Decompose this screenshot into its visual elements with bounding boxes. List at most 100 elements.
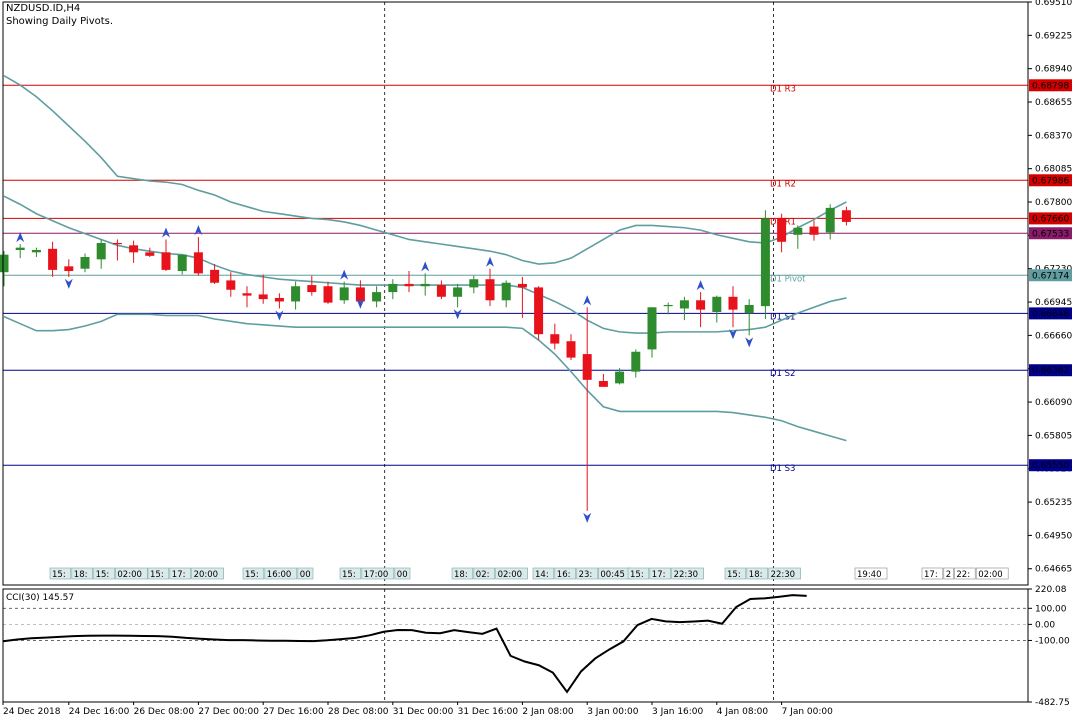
time-axis-label: 3 Jan 00:00	[587, 707, 639, 717]
time-strip-label: 18:	[749, 570, 763, 580]
fractal-up-arrow	[421, 261, 430, 272]
cci-axis-label: -482.75	[1035, 698, 1070, 708]
pivot-price-box	[1029, 269, 1072, 282]
candle-body	[679, 300, 689, 309]
candle-body	[339, 287, 349, 301]
fractal-up-arrow	[194, 225, 203, 236]
pivot-label: D1 Pivot	[770, 274, 806, 284]
time-strip-label: 15:	[245, 570, 259, 580]
candle-body	[712, 296, 722, 312]
time-axis-label: 3 Jan 16:00	[652, 707, 704, 717]
time-strip-label: 02:00	[117, 570, 141, 580]
cci-line	[2, 594, 807, 694]
price-axis-label: 0.64665	[1035, 565, 1072, 575]
candle-body	[501, 282, 511, 301]
time-strip-box	[768, 567, 801, 580]
time-strip-box	[115, 567, 148, 580]
time-strip-label: 15:	[630, 570, 644, 580]
time-axis-label: 2 Jan 08:00	[522, 707, 574, 717]
time-strip-box	[671, 567, 704, 580]
pivot-price-box	[1029, 364, 1072, 377]
candle-body	[631, 351, 641, 372]
candle-body	[372, 292, 382, 302]
price-axis-label: 0.65235	[1035, 498, 1072, 508]
time-strip-box	[649, 567, 671, 580]
price-axis-label: 0.68085	[1035, 165, 1072, 175]
time-axis-label: 24 Dec 2018	[3, 707, 61, 717]
time-strip-box	[394, 567, 411, 580]
fractal-up-arrow	[486, 256, 494, 267]
candle-body	[420, 283, 430, 287]
cci-axis-label: 100.00	[1035, 604, 1067, 614]
time-strip-label: 15:	[96, 570, 110, 580]
price-axis-label: 0.68370	[1035, 131, 1072, 141]
candle-body	[274, 297, 284, 302]
time-strip-box	[191, 567, 224, 580]
time-axis-label: 27 Dec 16:00	[263, 707, 324, 717]
candle-body	[517, 283, 527, 288]
time-strip-box	[473, 567, 495, 580]
time-axis-label: 24 Dec 16:00	[69, 707, 130, 717]
time-axis-label: 27 Dec 00:00	[198, 707, 259, 717]
time-strip-box	[975, 567, 1009, 580]
time-strip-label: 15:	[727, 570, 741, 580]
time-strip-label: 17:	[172, 570, 186, 580]
time-strip-box	[724, 567, 747, 580]
time-strip-label: 02:00	[498, 570, 522, 580]
price-axis-label: 0.69225	[1035, 31, 1072, 41]
candle-body	[48, 248, 58, 270]
pivot-label: D1 S1	[770, 312, 795, 322]
price-axis-label: 0.69510	[1035, 0, 1072, 8]
fractal-down-arrow	[64, 278, 73, 289]
candle-body	[258, 294, 268, 300]
time-strip-label: 17:00	[364, 570, 389, 580]
candle-body	[825, 207, 835, 233]
time-strip-box	[746, 567, 768, 580]
pivot-label: D1 S2	[770, 369, 795, 379]
time-strip-label: 02:00	[978, 570, 1003, 580]
candle-body	[663, 304, 673, 307]
pivot-price-box	[1029, 307, 1072, 320]
time-strip-box	[495, 567, 528, 580]
cci-panel-frame	[2, 588, 1029, 703]
time-strip-box	[147, 567, 170, 580]
fractal-up-arrow	[583, 295, 592, 306]
time-strip-box	[576, 567, 598, 580]
cci-axis-label: 220.08	[1035, 585, 1067, 595]
candle-body	[307, 285, 317, 293]
time-strip-box	[943, 567, 954, 580]
pivot-price-box	[1029, 174, 1072, 187]
candle-body	[485, 279, 495, 301]
candle-body	[582, 354, 592, 380]
candle-body	[145, 252, 155, 256]
time-axis-label: 31 Dec 00:00	[393, 707, 454, 717]
time-strip-box	[264, 567, 298, 580]
time-strip-box	[71, 567, 93, 580]
time-strip-box	[954, 567, 976, 580]
time-strip-box	[627, 567, 650, 580]
candle-body	[161, 252, 171, 270]
time-strip-label: 16:00	[267, 570, 292, 580]
current-price-box	[1029, 227, 1072, 240]
candle-body	[15, 247, 25, 250]
time-strip-box	[339, 567, 362, 580]
price-axis-label: 0.66660	[1035, 331, 1072, 341]
pivot-price-label: 0.66362	[1032, 366, 1069, 376]
candle-body	[566, 341, 576, 358]
pivot-price-label: 0.67174	[1032, 271, 1069, 281]
candle-body	[777, 218, 787, 242]
candle-body	[534, 287, 544, 335]
candle-body	[696, 300, 706, 310]
time-strip-label: 15:	[150, 570, 164, 580]
candle-body	[728, 296, 738, 310]
candle-body	[323, 286, 333, 303]
candle-body	[64, 266, 74, 272]
current-price-label: 0.67533	[1032, 229, 1069, 239]
cci-axis-label: -100.00	[1035, 636, 1070, 646]
candle-body	[744, 304, 754, 314]
bollinger-upper	[3, 75, 847, 265]
candle-body	[760, 218, 770, 307]
